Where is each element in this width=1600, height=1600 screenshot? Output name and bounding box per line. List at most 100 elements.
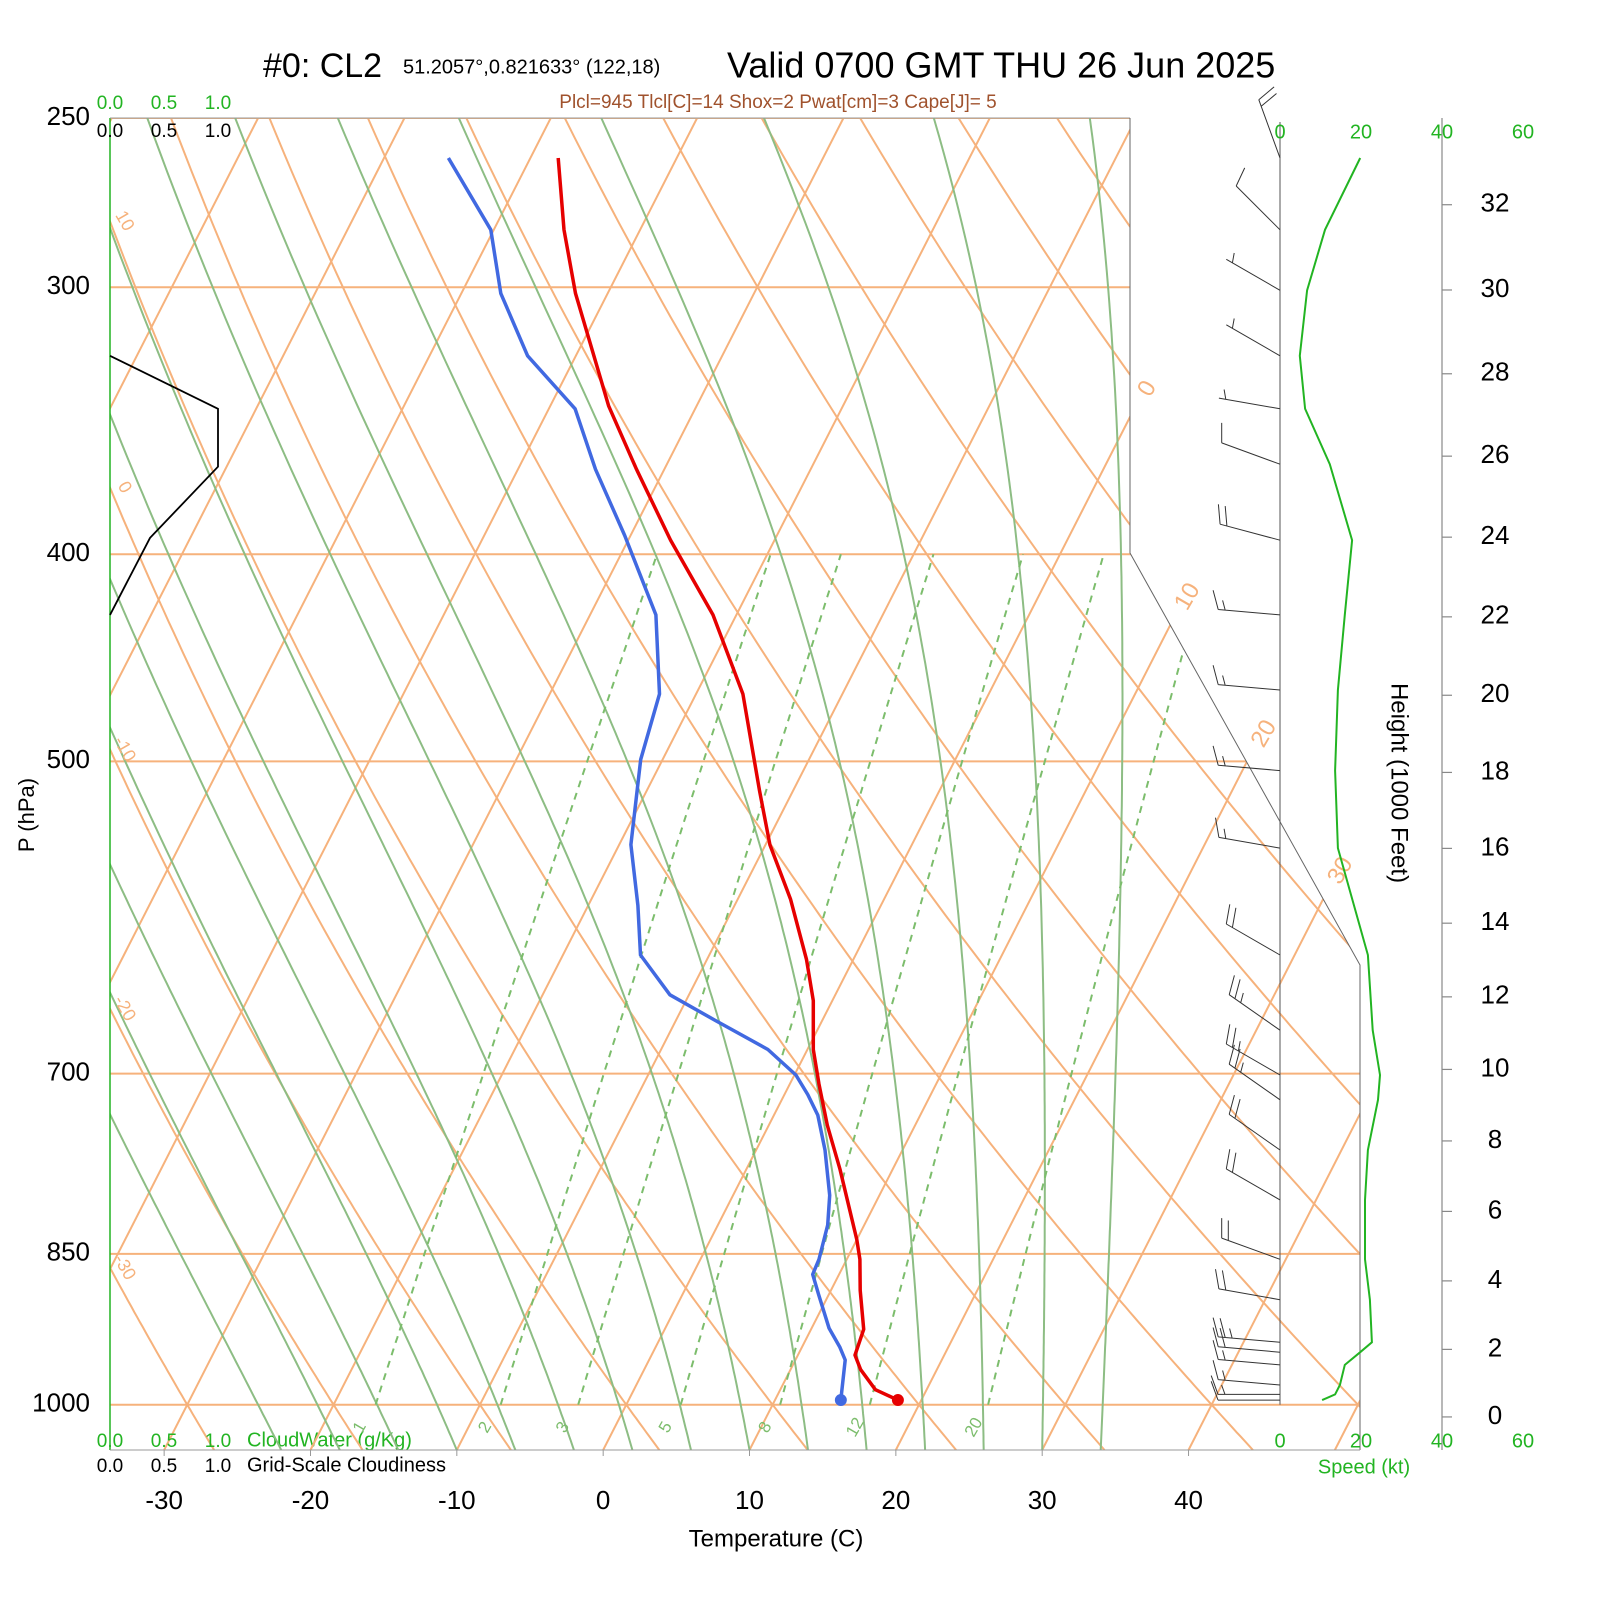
x-tick-label: -30 xyxy=(145,1485,183,1515)
dry-adiabat-label: 10 xyxy=(111,207,138,234)
speed-tick-label: 60 xyxy=(1512,1430,1534,1452)
dry-adiabat xyxy=(545,118,1360,1450)
moist-adiabat xyxy=(132,118,692,1450)
y-tick-label: 850 xyxy=(47,1237,90,1267)
speed-tick-label: 40 xyxy=(1431,121,1453,143)
moist-adiabat xyxy=(583,118,927,1450)
wind-barb xyxy=(1217,504,1281,541)
x-tick-label: 10 xyxy=(735,1485,764,1515)
dry-adiabat xyxy=(642,118,1360,1450)
wind-barb xyxy=(1226,252,1281,291)
height-tick-label: 28 xyxy=(1481,357,1510,387)
height-tick-label: 30 xyxy=(1481,273,1510,303)
y-tick-label: 300 xyxy=(47,270,90,300)
isotherm-label: 20 xyxy=(1245,715,1282,752)
height-tick-label: 26 xyxy=(1481,439,1510,469)
surface-point xyxy=(891,1394,904,1407)
cloudiness-line xyxy=(109,354,219,616)
cloud-water-label: CloudWater (g/Kg) xyxy=(247,1429,412,1451)
mixing-ratio-label: 2 xyxy=(474,1418,495,1436)
profile-line xyxy=(446,157,847,1401)
mixing-ratio-label: 3 xyxy=(552,1418,573,1436)
wind-barb xyxy=(1221,1218,1281,1260)
cloud-tick-label: 0.5 xyxy=(151,93,177,114)
height-tick-label: 4 xyxy=(1488,1264,1502,1294)
moist-adiabat xyxy=(110,118,517,1450)
x-axis-label: Temperature (C) xyxy=(689,1525,864,1552)
wind-barb xyxy=(1225,904,1281,956)
cloud-tick-label: 1.0 xyxy=(205,121,231,142)
moist-adiabat xyxy=(110,118,575,1450)
dry-adiabat xyxy=(110,118,809,1450)
cloudiness-label: Grid-Scale Cloudiness xyxy=(247,1454,446,1476)
height-tick-label: 14 xyxy=(1481,906,1510,936)
valid-time: Valid 0700 GMT THU 26 Jun 2025 xyxy=(727,45,1275,86)
dry-adiabat-label: -30 xyxy=(110,1251,140,1284)
wind-barb xyxy=(1212,590,1281,616)
height-tick-label: 32 xyxy=(1481,188,1510,218)
y-tick-label: 700 xyxy=(47,1057,90,1087)
moist-adiabat xyxy=(747,118,985,1450)
wind-barb xyxy=(1225,1024,1281,1076)
speed-tick-label: 40 xyxy=(1431,1430,1453,1452)
dry-adiabat xyxy=(253,118,1106,1450)
cloud-tick-label: 0.0 xyxy=(97,121,123,142)
isotherm xyxy=(455,118,1138,1450)
mixing-ratio-label: 5 xyxy=(655,1418,676,1436)
dry-adiabat-label: 0 xyxy=(114,478,136,497)
wind-barb xyxy=(1215,817,1281,849)
x-tick-label: -10 xyxy=(438,1485,476,1515)
chart-title: #0: CL2 xyxy=(263,47,382,85)
mixing-ratio-line xyxy=(679,553,935,1405)
moist-adiabat xyxy=(110,118,634,1450)
wind-barb xyxy=(1212,745,1281,772)
moist-adiabat xyxy=(110,118,283,1450)
isotherm xyxy=(163,118,845,1450)
moist-adiabat xyxy=(219,118,751,1450)
wind-barb xyxy=(1212,1360,1281,1386)
surface-point xyxy=(834,1394,847,1407)
x-tick-label: 30 xyxy=(1028,1485,1057,1515)
isotherm xyxy=(110,118,552,1450)
dry-adiabat xyxy=(837,118,1360,1450)
height-tick-label: 0 xyxy=(1488,1400,1502,1430)
cloud-tick-label: 0.5 xyxy=(151,121,177,142)
height-axis-label: Height (1000 Feet) xyxy=(1386,683,1413,883)
isotherm xyxy=(309,118,991,1450)
height-tick-label: 10 xyxy=(1481,1052,1510,1082)
isotherm xyxy=(1187,118,1360,1450)
moist-adiabat xyxy=(110,118,458,1450)
wind-barb xyxy=(1228,1044,1281,1101)
cloud-tick-label: 0.5 xyxy=(151,1431,177,1452)
wind-barb xyxy=(1228,1094,1281,1151)
speed-tick-label: 0 xyxy=(1274,121,1285,143)
wind-barb xyxy=(1215,1269,1281,1301)
y-tick-label: 1000 xyxy=(32,1388,90,1418)
wind-barb xyxy=(1226,318,1281,357)
speed-axis-label: Speed (kt) xyxy=(1318,1456,1410,1478)
speed-tick-label: 0 xyxy=(1274,1430,1285,1452)
cloud-tick-label: 1.0 xyxy=(205,1431,231,1452)
cloud-tick-label: 0.0 xyxy=(97,1456,123,1477)
wind-barb xyxy=(1218,389,1281,410)
dry-adiabat xyxy=(739,118,1360,1450)
subtitle: Plcl=945 Tlcl[C]=14 Shox=2 Pwat[cm]=3 Ca… xyxy=(559,92,996,113)
wind-barb xyxy=(1228,975,1281,1031)
isotherm xyxy=(110,118,406,1450)
x-tick-label: 20 xyxy=(881,1485,910,1515)
frame-right xyxy=(1129,118,1361,1450)
x-tick-label: 0 xyxy=(596,1485,610,1515)
wind-barb xyxy=(1235,167,1281,231)
wind-barb xyxy=(1212,1340,1281,1366)
moist-adiabat xyxy=(1083,118,1124,1450)
speed-tick-label: 20 xyxy=(1350,1430,1372,1452)
dry-adiabat xyxy=(110,118,512,1450)
mixing-ratio-line xyxy=(987,553,1211,1405)
profile-line xyxy=(556,157,899,1402)
moist-adiabat xyxy=(321,118,809,1450)
isotherm xyxy=(894,118,1360,1450)
wind-barb xyxy=(1221,422,1281,465)
wind-barb xyxy=(1212,1317,1281,1343)
location: 51.2057°,0.821633° (122,18) xyxy=(403,56,660,78)
